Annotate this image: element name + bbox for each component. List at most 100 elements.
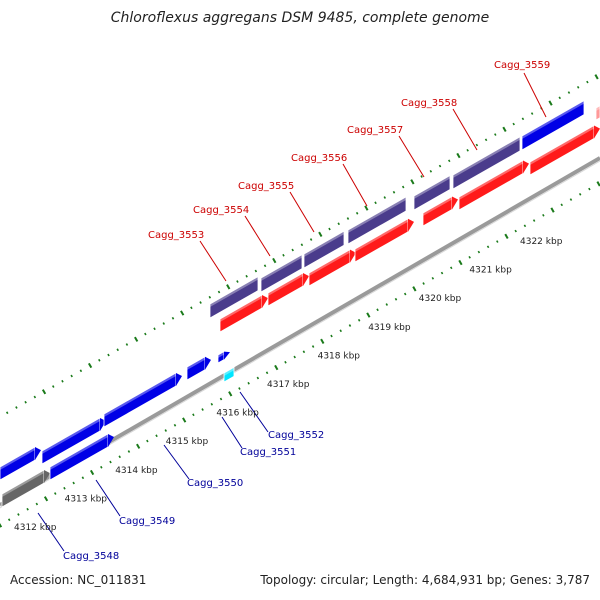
gene-label-leader (342, 163, 368, 207)
gene-block-cagg-3555 (303, 230, 345, 269)
inner-tick-mark (440, 271, 444, 275)
inner-tick-mark (412, 286, 417, 292)
grey-reverse-block-arrowhead (44, 470, 50, 484)
inner-tick-mark (265, 371, 269, 375)
reverse-block-5-shade (423, 196, 452, 216)
gene-block-cagg-3554-shade (261, 254, 302, 281)
reverse-block-7-arrowhead (594, 125, 600, 139)
inner-tick-mark (238, 387, 241, 390)
gene-block-cagg-3556 (347, 196, 407, 245)
outer-tick-mark (134, 336, 139, 342)
reverse-block-3-shade (309, 249, 350, 276)
outer-tick-mark (530, 112, 534, 115)
inner-tick-mark (339, 329, 342, 333)
gene-block-cagg-3559-shade (522, 100, 584, 139)
gene-block-cagg-3552-shade (218, 351, 224, 358)
inner-tick-mark (357, 318, 361, 322)
inner-tick-mark (146, 439, 149, 443)
axis-tick-label: 4320 kbp (419, 294, 462, 304)
axis-tick-label: 4317 kbp (267, 380, 310, 390)
reverse-block-2-arrowhead (303, 273, 309, 287)
gene-label-leader (398, 135, 425, 178)
inner-tick-ring (0, 181, 600, 528)
gene-block-cagg-3548-shade (0, 447, 35, 470)
inner-tick-mark (164, 429, 168, 432)
reverse-block-5-arrowhead (452, 196, 458, 210)
gene-label: Cagg_3555 (238, 181, 294, 192)
inner-tick-mark (274, 364, 279, 371)
inner-tick-mark (330, 334, 333, 338)
inner-tick-mark (311, 345, 315, 348)
inner-tick-mark (228, 391, 233, 397)
outer-tick-mark (217, 290, 221, 294)
inner-tick-mark (7, 518, 11, 522)
inner-tick-mark (182, 417, 187, 423)
outer-tick-mark (512, 122, 515, 126)
inner-tick-mark (588, 187, 591, 191)
inner-tick-mark (173, 423, 177, 427)
outer-tick-mark (328, 227, 331, 231)
inner-tick-mark (192, 413, 195, 417)
outer-tick-mark (401, 185, 405, 189)
gene-block-cagg-3557 (413, 174, 451, 211)
pink-block (595, 105, 600, 121)
outer-tick-mark (291, 248, 294, 252)
inner-tick-mark (569, 198, 573, 201)
gene-block-cagg-3553 (209, 275, 259, 319)
gene-label-leader (452, 108, 478, 151)
outer-tick-ring (0, 74, 599, 420)
inner-tick-mark (348, 324, 352, 327)
gene-block-cagg-3550-arrowhead (176, 372, 182, 386)
outer-tick-mark (236, 280, 239, 283)
outer-tick-mark (521, 117, 525, 121)
axis-tick-label: 4316 kbp (216, 409, 259, 419)
inner-tick-mark (450, 266, 453, 270)
reverse-block-3-arrowhead (350, 249, 356, 263)
outer-tick-mark (309, 238, 313, 241)
axis-tick-label: 4318 kbp (318, 351, 361, 361)
inner-tick-mark (247, 381, 250, 385)
outer-tick-mark (420, 175, 423, 178)
map-title: Chloroflexus aggregans DSM 9485, complet… (111, 10, 490, 26)
outer-tick-mark (107, 353, 110, 357)
outer-tick-mark (208, 295, 212, 299)
inner-tick-mark (504, 233, 509, 239)
gene-label: Cagg_3549 (119, 516, 175, 527)
inner-tick-mark (550, 207, 555, 213)
outer-tick-mark (355, 211, 359, 215)
outer-tick-mark (374, 201, 377, 205)
cyan-block-shade (224, 367, 234, 376)
gene-label: Cagg_3551 (240, 447, 296, 458)
outer-tick-mark (79, 369, 83, 373)
inner-tick-mark (320, 338, 325, 344)
forward-block-lower-shade (50, 433, 108, 470)
inner-tick-mark (210, 402, 214, 406)
reverse-block-4-shade (355, 218, 408, 252)
outer-tick-mark (558, 96, 561, 100)
gene-block-cagg-3553-shade (210, 276, 258, 307)
gene-label: Cagg_3548 (63, 551, 119, 562)
gene-label: Cagg_3556 (291, 153, 347, 164)
outer-tick-mark (98, 358, 101, 362)
outer-tick-mark (475, 143, 479, 147)
outer-tick-mark (61, 379, 64, 383)
outer-tick-mark (300, 243, 304, 247)
outer-tick-mark (24, 400, 27, 404)
gene-block-cagg-3548-arrowhead (35, 447, 41, 461)
inner-tick-mark (201, 408, 204, 411)
gene-label-leader (163, 444, 190, 480)
inner-tick-mark (431, 276, 435, 280)
gene-block-cagg-3558-shade (453, 136, 520, 178)
inner-tick-mark (89, 469, 95, 476)
inner-tick-mark (578, 192, 582, 196)
inner-tick-mark (72, 481, 75, 485)
inner-tick-mark (376, 308, 379, 312)
gene-block-cagg-3556-shade (348, 196, 406, 233)
inner-tick-mark (118, 455, 121, 459)
inner-tick-mark (385, 303, 389, 306)
inner-tick-mark (256, 376, 260, 380)
gene-label: Cagg_3554 (193, 205, 249, 216)
gene-label: Cagg_3550 (187, 478, 243, 489)
outer-tick-mark (466, 148, 469, 152)
outer-tick-mark (15, 406, 18, 409)
